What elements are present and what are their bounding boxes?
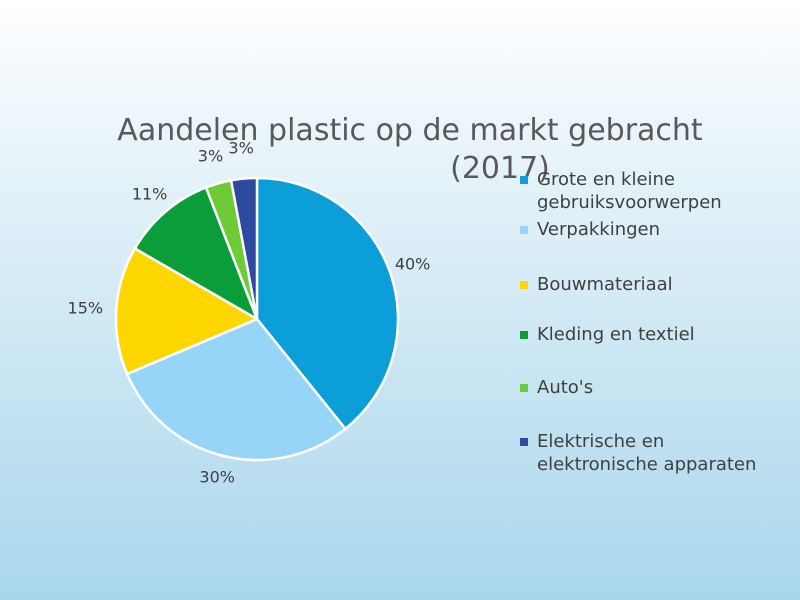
data-label-2: 15% [67,298,104,318]
legend-swatch [520,384,528,392]
legend-item: Verpakkingen [520,218,790,241]
pie-slice-3 [133,186,259,321]
chart-title: Aandelen plastic op de markt gebracht (2… [95,112,725,188]
legend-label: Bouwmateriaal [537,273,673,296]
legend-label-line: elektronische apparaten [537,454,757,475]
legend-label: Auto's [537,376,593,399]
legend-swatch [520,438,528,446]
data-label-4: 3% [197,146,224,165]
pie-slice-5 [229,176,259,321]
pie-slice-0 [255,176,400,431]
legend-label-line: Bouwmateriaal [537,274,673,295]
legend-label-line: Kleding en textiel [537,324,695,345]
legend-item: Kleding en textiel [520,323,790,346]
legend-label-line: Auto's [537,377,594,398]
legend-label: Kleding en textiel [537,323,695,346]
legend-label-line: Verpakkingen [537,219,661,240]
chart-title-line-1: Aandelen plastic op de markt gebracht [117,113,703,148]
data-label-0: 40% [394,254,431,274]
legend-swatch [520,281,528,289]
pie-slice-1 [125,317,347,462]
pie-slice-2 [114,247,259,376]
legend-item: Bouwmateriaal [520,273,790,296]
legend-swatch [520,176,528,184]
legend-label: Verpakkingen [537,218,660,241]
legend-swatch [520,331,528,339]
legend-label-line: Grote en kleine [537,169,676,190]
legend-item: Grote en kleine gebruiksvoorwerpen [520,168,790,214]
legend-label: Elektrische en elektronische apparaten [537,430,756,476]
data-label-3: 11% [131,184,168,204]
chart-title-line-2: (2017) [450,151,550,186]
legend-label-line: Elektrische en [537,431,665,452]
data-label-1: 30% [199,467,235,487]
legend-label: Grote en kleine gebruiksvoorwerpen [537,168,722,214]
legend-item: Auto's [520,376,790,399]
legend-label-line: gebruiksvoorwerpen [537,192,722,213]
legend-swatch [520,226,528,234]
data-label-5: 3% [228,138,254,158]
legend-item: Elektrische en elektronische apparaten [520,430,790,476]
